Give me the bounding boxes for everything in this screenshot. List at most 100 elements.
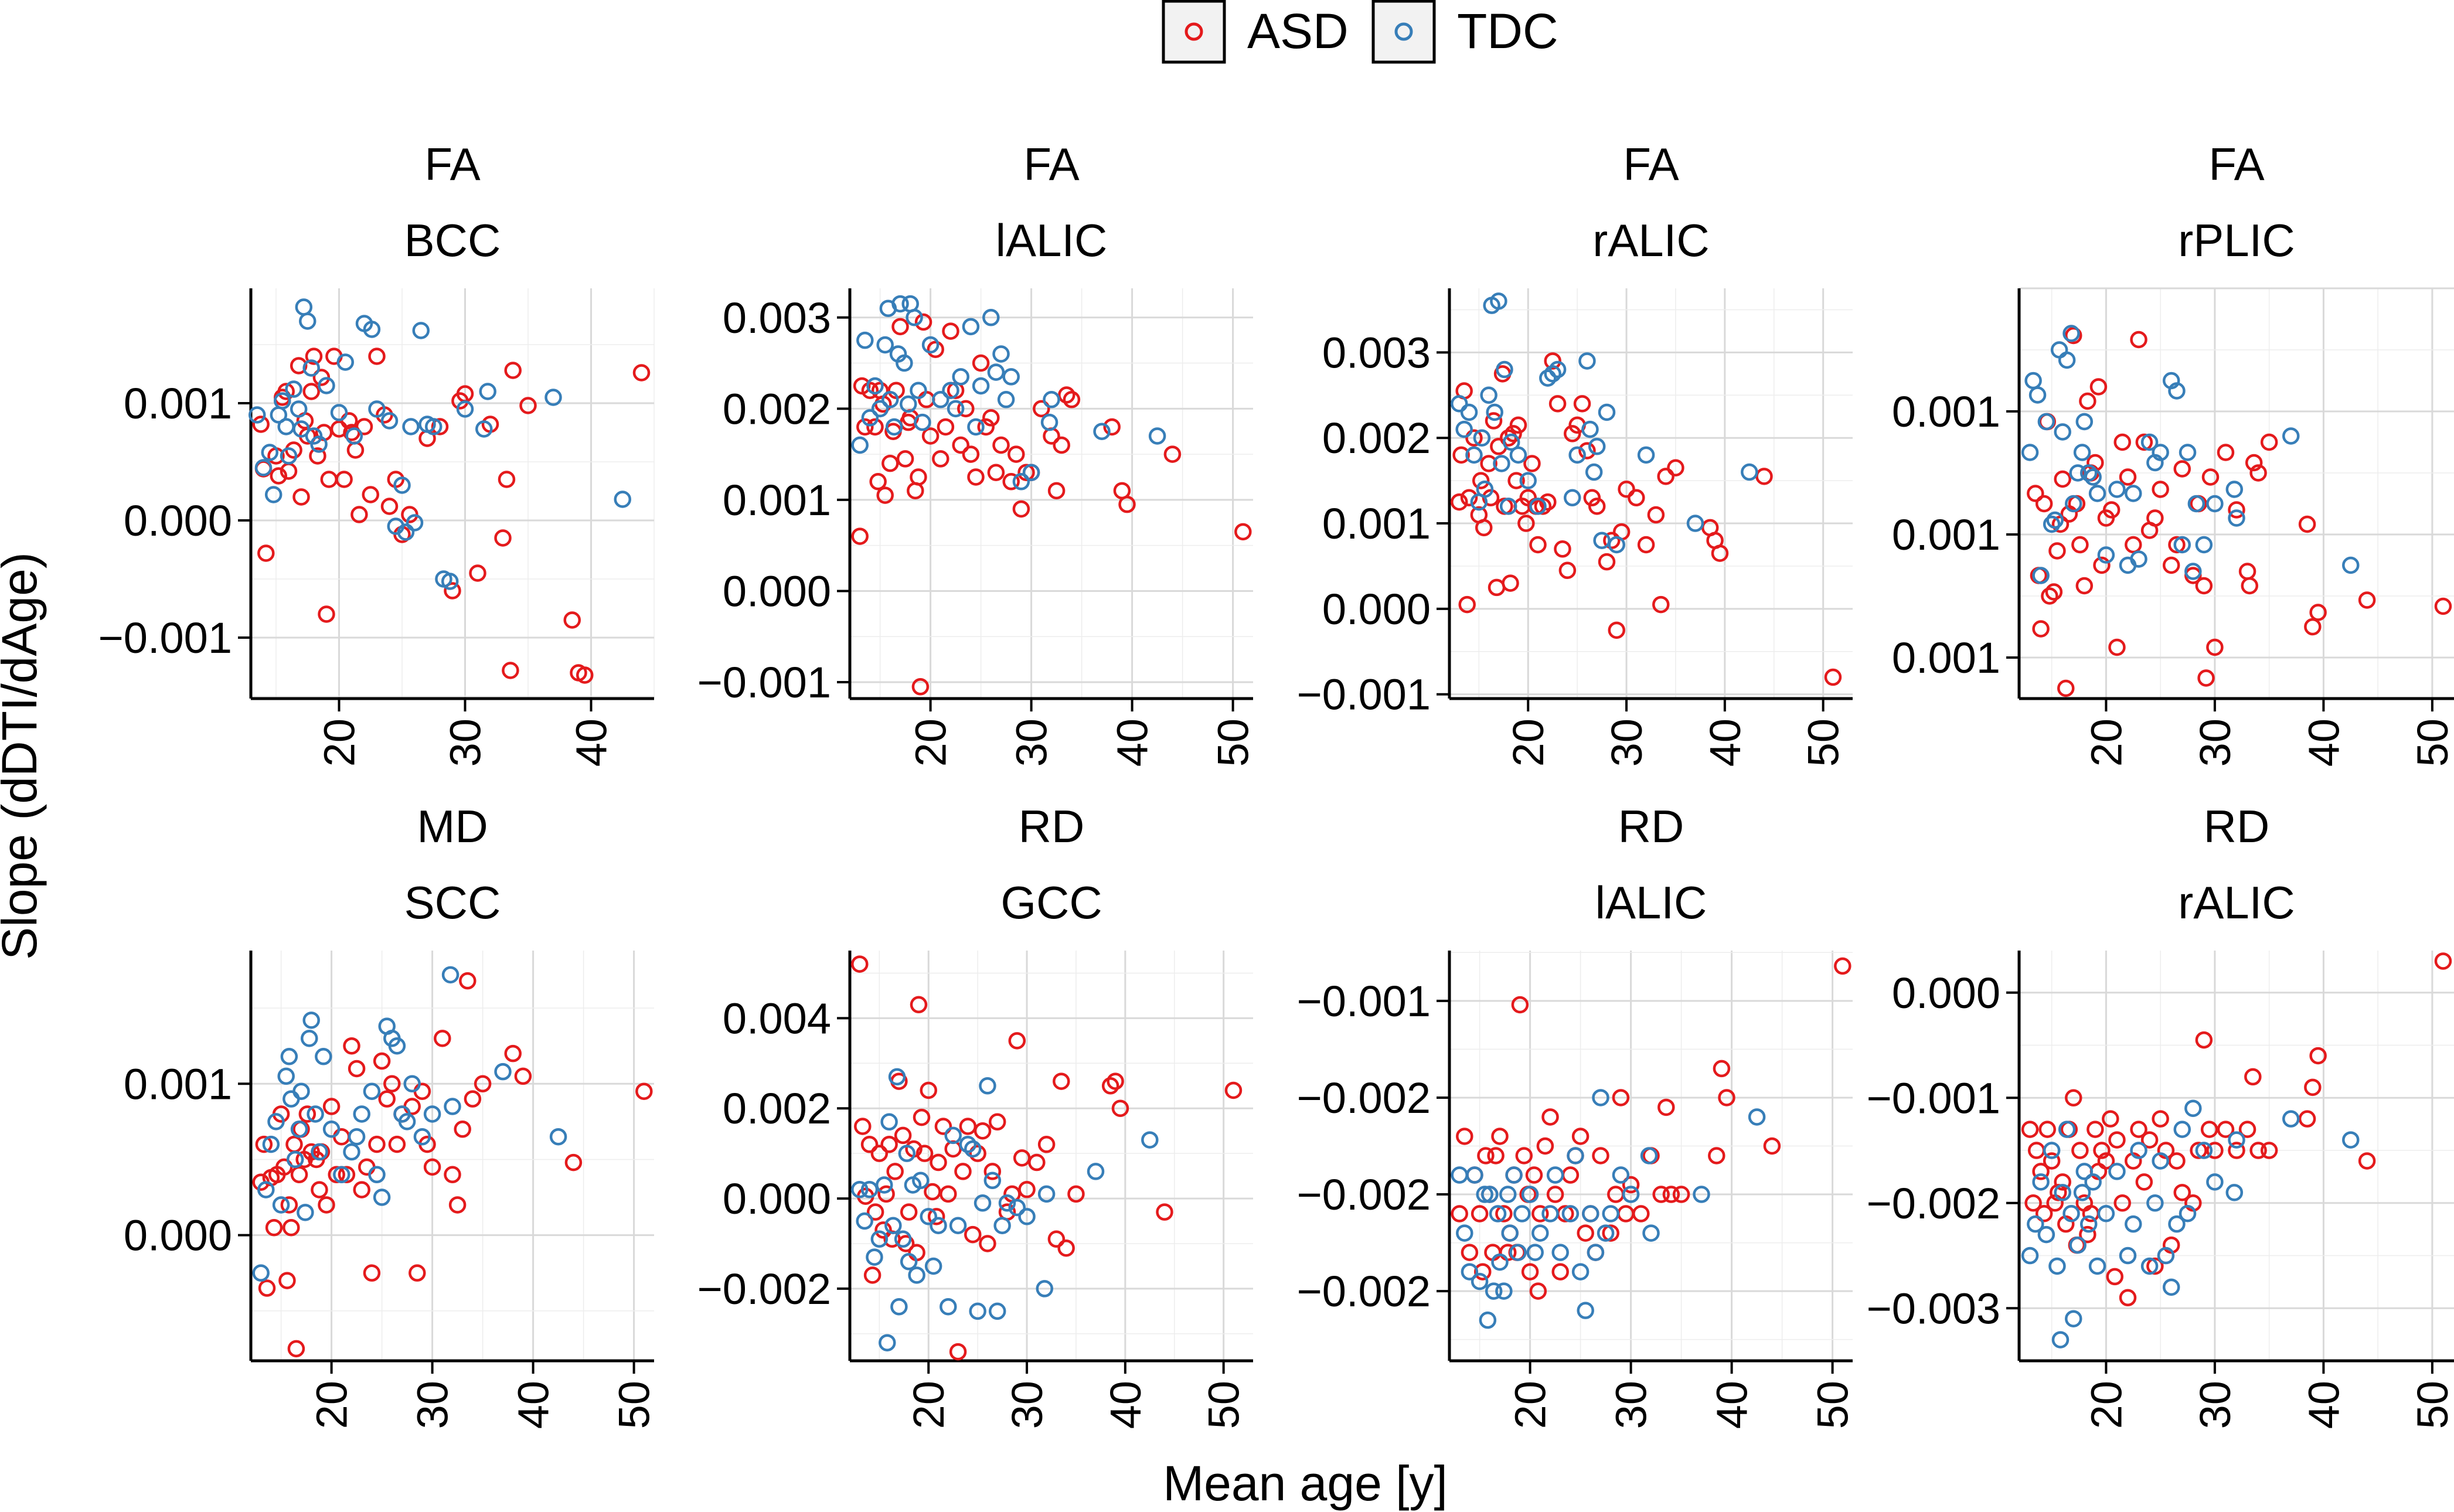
data-point-tdc (987, 363, 1005, 381)
data-point-asd (1474, 1263, 1492, 1281)
data-point-asd (1008, 445, 1025, 463)
data-point-tdc (1012, 473, 1030, 491)
data-point-asd (964, 1225, 982, 1244)
data-point-asd (977, 418, 995, 436)
y-tick-label: 0.003 (723, 294, 831, 342)
data-point-asd (270, 467, 288, 485)
data-point-tdc (1496, 360, 1513, 379)
data-point-tdc (2179, 444, 2197, 461)
data-point-asd (896, 450, 914, 468)
data-point-asd (1058, 386, 1075, 404)
data-point-tdc (2140, 433, 2159, 451)
data-point-asd (252, 416, 270, 433)
data-point-asd (454, 1121, 471, 1138)
legend: ASD TDC (1162, 0, 1558, 64)
data-point-tdc (861, 409, 879, 427)
y-tick-label: 0.000 (1892, 969, 2000, 1017)
data-point-tdc (1686, 515, 1704, 532)
x-tick-label: 50 (2408, 1381, 2454, 1429)
data-point-asd (403, 1098, 421, 1115)
data-point-tdc (930, 1217, 947, 1234)
data-point-tdc (1539, 369, 1557, 387)
data-point-tdc (2024, 372, 2042, 390)
data-point-asd (2065, 326, 2082, 345)
panel-grid (251, 951, 654, 1361)
data-point-tdc (302, 1012, 320, 1029)
data-point-asd (1561, 1166, 1580, 1184)
data-point-tdc (1578, 352, 1596, 370)
data-point-tdc (947, 400, 965, 418)
data-point-tdc (881, 391, 899, 408)
data-point-asd (474, 1075, 492, 1093)
data-point-asd (2125, 536, 2142, 554)
data-point-tdc (363, 1082, 381, 1100)
data-point-tdc (2062, 325, 2080, 342)
data-point-tdc (1529, 498, 1547, 515)
data-point-tdc (2184, 563, 2202, 580)
data-point-asd (1672, 1186, 1690, 1203)
data-point-asd (1502, 574, 1519, 592)
x-tick-label: 20 (308, 1381, 356, 1429)
data-point-asd (2089, 378, 2108, 396)
data-point-tdc (2062, 1204, 2080, 1222)
data-point-tdc (912, 1172, 930, 1190)
data-point-asd (914, 313, 932, 331)
y-tick-label: 0.001 (124, 379, 232, 428)
data-point-asd (258, 1279, 276, 1297)
panel-region-title: rPLIC (2178, 214, 2295, 266)
data-point-asd (2249, 464, 2267, 482)
data-point-tdc (311, 1143, 328, 1161)
data-point-asd (1554, 540, 1571, 558)
panel-fa-rplic: FA rPLIC 0.001 0.001 0.001 20 30 40 50 (1892, 138, 2454, 767)
data-point-asd (854, 1118, 872, 1135)
data-point-tdc (348, 1128, 366, 1146)
y-tick-label: −0.002 (1867, 1179, 2000, 1228)
data-point-tdc (2119, 1247, 2137, 1265)
data-point-asd (856, 418, 874, 436)
data-point-asd (1111, 1099, 1129, 1117)
data-point-asd (1632, 1205, 1650, 1222)
data-point-tdc (944, 1126, 962, 1145)
data-point-asd (2217, 444, 2235, 461)
data-point-asd (2228, 1142, 2245, 1159)
x-tick-label: 30 (409, 1381, 457, 1429)
data-point-tdc (2028, 386, 2047, 404)
data-point-tdc (1043, 391, 1060, 408)
data-point-tdc (1491, 1253, 1509, 1271)
data-point-asd (1063, 391, 1081, 408)
data-point-asd (969, 1145, 986, 1162)
data-point-asd (2168, 1152, 2186, 1170)
data-point-tdc (1002, 368, 1020, 386)
legend-key-tdc (1371, 0, 1436, 64)
data-point-tdc (1567, 1147, 1584, 1164)
data-point-tdc (2069, 464, 2087, 482)
data-point-asd (1475, 519, 1493, 537)
data-point-tdc (1588, 438, 1606, 455)
data-point-tdc (875, 1176, 893, 1194)
data-point-tdc (1521, 1186, 1539, 1203)
data-point-asd (2087, 1121, 2104, 1138)
data-point-asd (2304, 1078, 2322, 1096)
x-tick-label: 30 (2191, 1381, 2239, 1429)
data-point-tdc (920, 1208, 937, 1225)
data-point-asd (448, 1196, 467, 1214)
data-point-tdc (952, 368, 969, 386)
data-point-asd (954, 1163, 972, 1180)
data-point-asd (348, 1060, 366, 1078)
x-tick-label: 50 (1809, 1381, 1857, 1429)
data-point-asd (444, 1166, 461, 1184)
data-point-tdc (894, 1230, 912, 1248)
y-tick-label: −0.001 (1867, 1074, 2000, 1122)
data-point-asd (1480, 455, 1497, 472)
data-point-tdc (1087, 1163, 1105, 1180)
data-point-tdc (307, 1105, 324, 1123)
data-point-tdc (1582, 1205, 1599, 1222)
data-point-tdc (910, 382, 927, 399)
data-point-asd (335, 471, 353, 488)
data-point-tdc (1485, 1282, 1503, 1300)
data-point-asd (2108, 638, 2126, 656)
x-tick-label: 30 (1602, 718, 1651, 767)
data-point-tdc (1587, 1244, 1605, 1261)
data-point-asd (913, 1108, 931, 1126)
data-point-asd (2043, 1152, 2061, 1170)
